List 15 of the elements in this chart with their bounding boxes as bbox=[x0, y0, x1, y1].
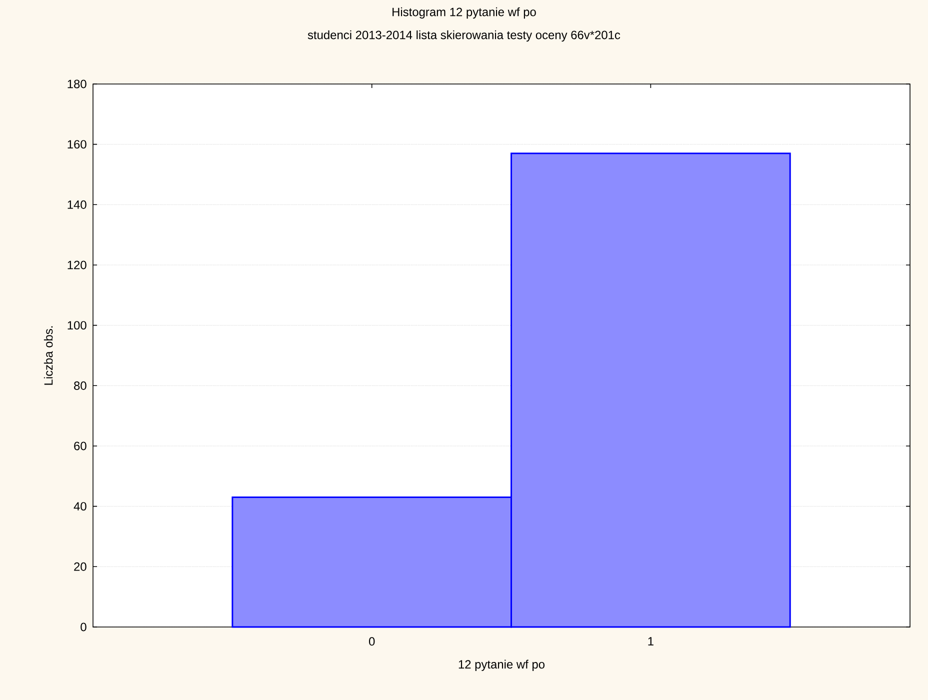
y-tick-label: 180 bbox=[68, 80, 86, 88]
y-tick-label: 160 bbox=[68, 140, 86, 149]
x-tick-label: 1 bbox=[648, 637, 654, 646]
y-axis-title: Liczba obs. bbox=[44, 326, 53, 385]
y-tick-label: 120 bbox=[68, 260, 86, 270]
y-tick-label: 40 bbox=[74, 502, 86, 511]
y-tick-label: 60 bbox=[74, 442, 86, 450]
y-tick-label: 0 bbox=[80, 622, 86, 632]
chart-subtitle: studenci 2013-2014 lista skierowania testy oceny 66v*201c bbox=[308, 30, 620, 42]
y-tick-label: 20 bbox=[74, 562, 86, 571]
x-axis-title: 12 pytanie wf po bbox=[458, 660, 545, 671]
y-tick-label: 100 bbox=[68, 321, 86, 330]
chart-title: Histogram 12 pytanie wf po bbox=[392, 7, 536, 19]
y-tick-label: 140 bbox=[68, 200, 86, 209]
y-tick-label: 80 bbox=[74, 381, 86, 390]
